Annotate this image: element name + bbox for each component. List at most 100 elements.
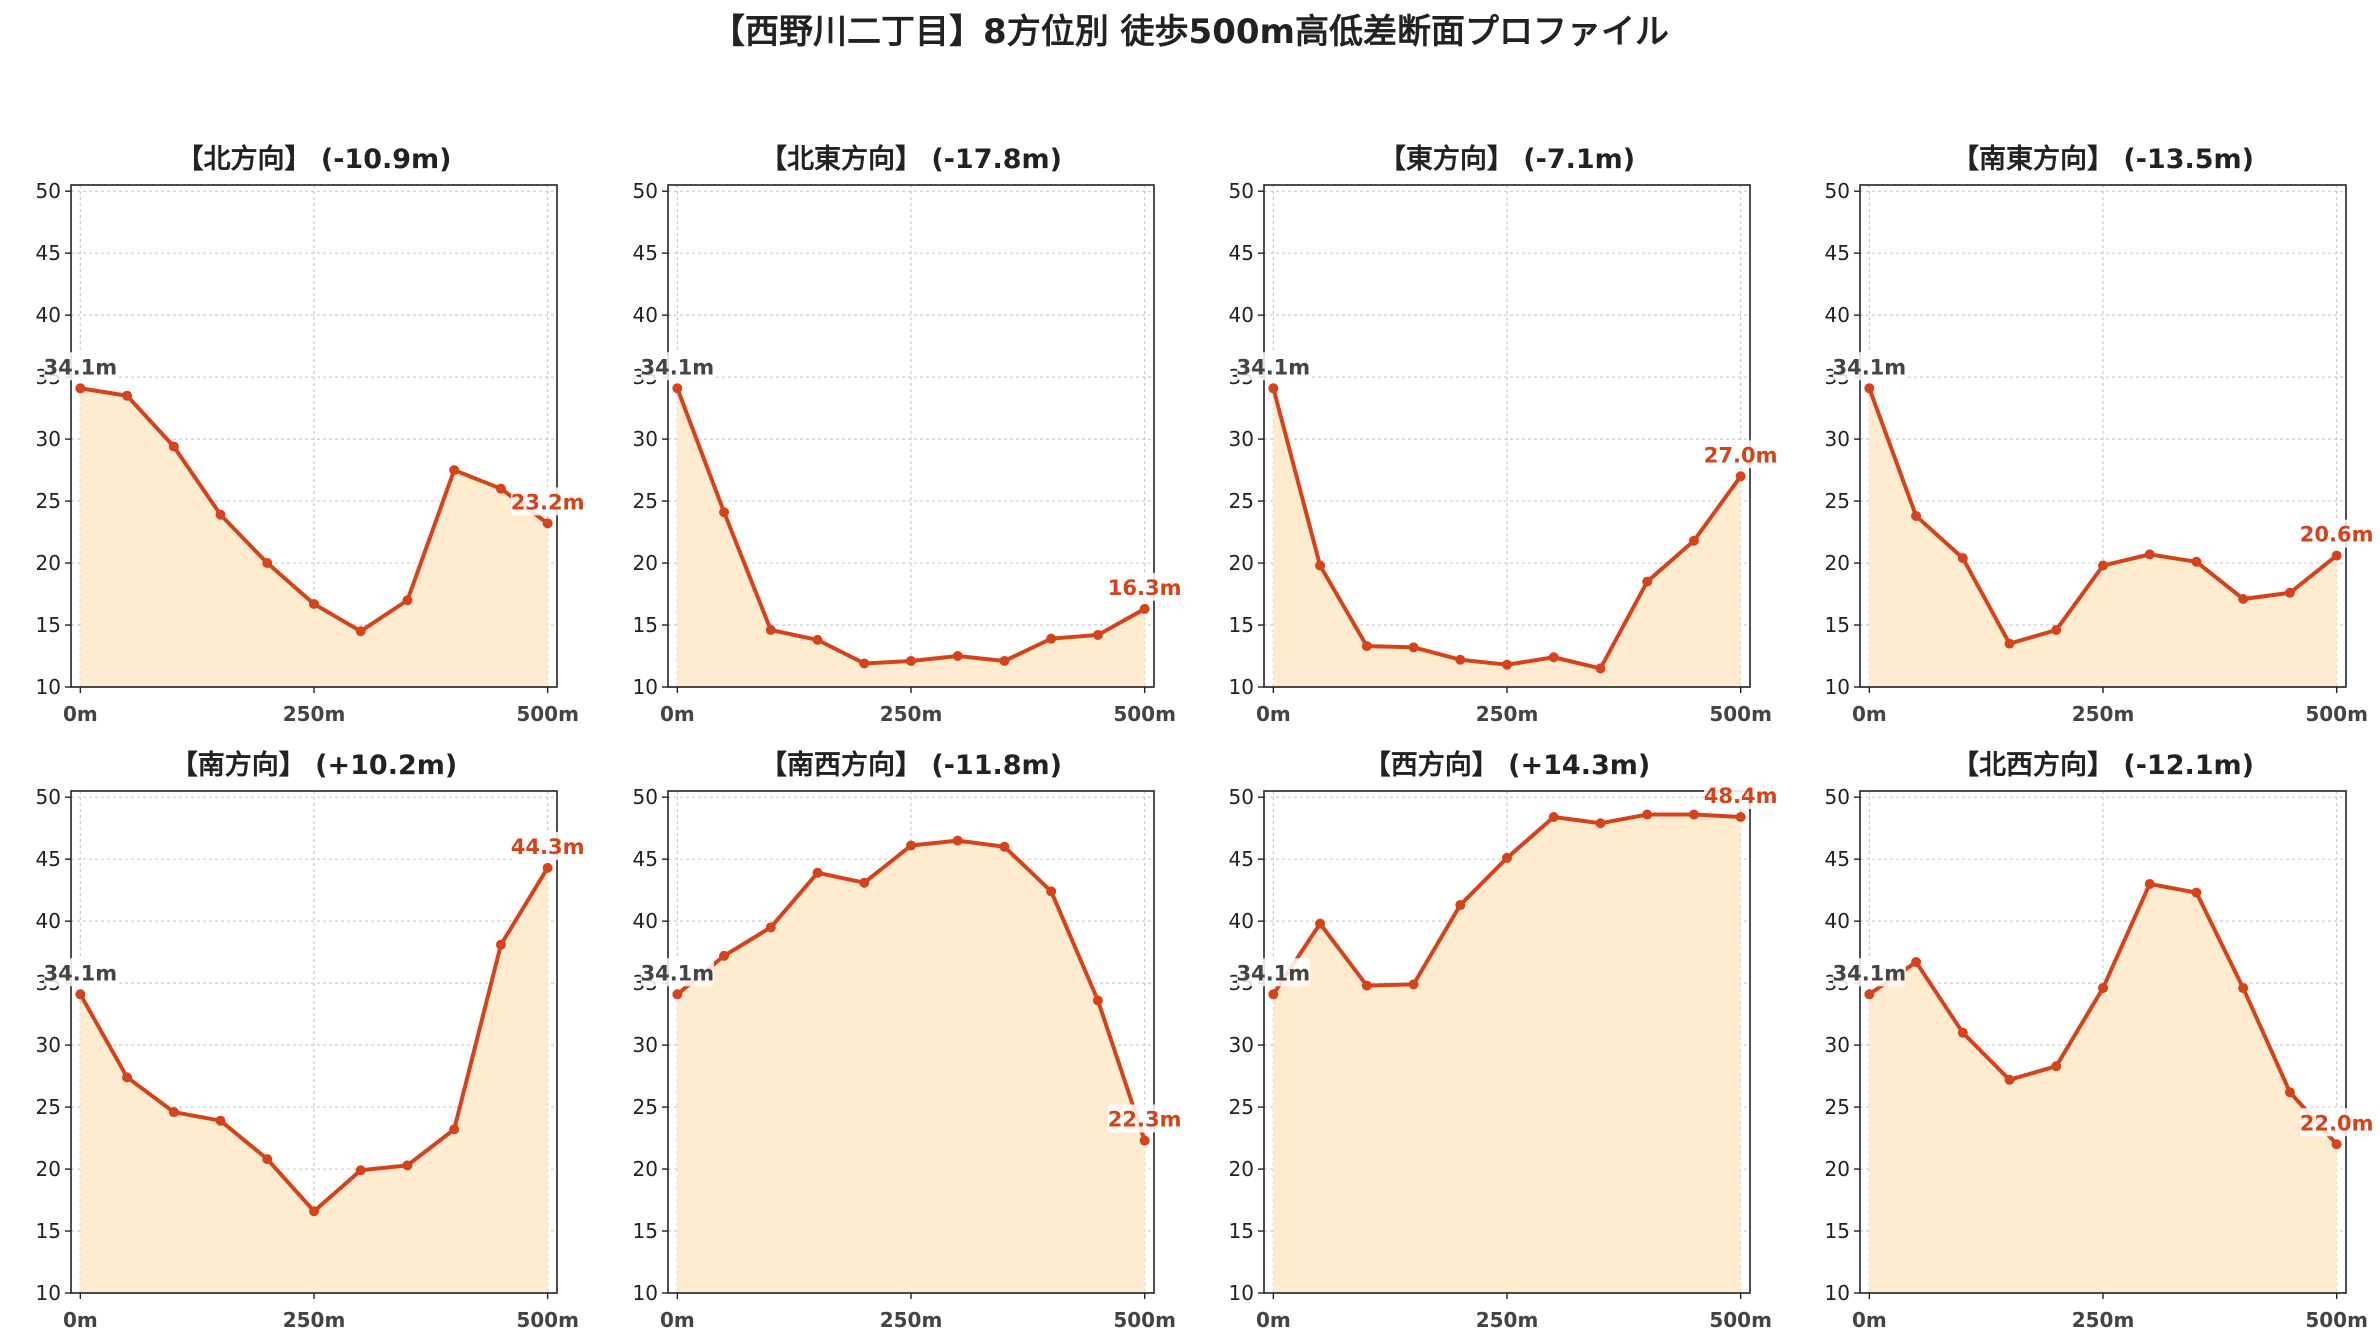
y-tick-label: 50 bbox=[1229, 179, 1254, 203]
start-label-box bbox=[640, 352, 714, 381]
x-tick-label: 0m bbox=[660, 1308, 695, 1332]
y-tick-label: 15 bbox=[36, 1219, 61, 1243]
x-tick-label: 0m bbox=[63, 1308, 98, 1332]
y-tick-label: 25 bbox=[633, 489, 658, 513]
x-tick-label: 500m bbox=[516, 1308, 579, 1332]
x-tick-label: 250m bbox=[283, 1308, 346, 1332]
y-tick-label: 30 bbox=[1229, 1033, 1254, 1057]
data-point bbox=[1642, 809, 1653, 820]
end-label-text: 23.2m bbox=[511, 490, 585, 514]
y-tick-label: 25 bbox=[633, 1095, 658, 1119]
y-tick-label: 20 bbox=[36, 1157, 61, 1181]
data-point bbox=[1548, 812, 1559, 823]
start-label-box bbox=[1832, 352, 1906, 381]
y-tick-label: 20 bbox=[1825, 551, 1850, 575]
x-tick-label: 0m bbox=[1852, 1308, 1887, 1332]
start-label-text: 34.1m bbox=[43, 355, 117, 379]
y-tick-label: 10 bbox=[633, 675, 658, 699]
end-label-text: 27.0m bbox=[1704, 443, 1778, 467]
end-label: 44.3m bbox=[511, 831, 585, 860]
y-tick-label: 40 bbox=[633, 909, 658, 933]
data-point bbox=[1688, 809, 1699, 820]
data-point bbox=[1408, 642, 1419, 653]
chart-panel-0: 【北方向】 (-10.9m)1015202530354045500m250m50… bbox=[36, 143, 585, 726]
start-label: 34.1m bbox=[1236, 352, 1310, 381]
data-point bbox=[2144, 878, 2155, 889]
y-tick-label: 50 bbox=[36, 785, 61, 809]
y-tick-label: 25 bbox=[1229, 489, 1254, 513]
panel-title: 【東方向】 (-7.1m) bbox=[1379, 143, 1635, 175]
y-tick-label: 45 bbox=[1229, 241, 1254, 265]
start-label-text: 34.1m bbox=[43, 961, 117, 985]
start-label-box bbox=[1236, 958, 1310, 987]
data-point bbox=[906, 655, 916, 666]
y-tick-label: 40 bbox=[633, 303, 658, 327]
y-tick-label: 50 bbox=[633, 179, 658, 203]
x-tick-label: 500m bbox=[1113, 1308, 1176, 1332]
data-point bbox=[355, 1165, 366, 1176]
data-point bbox=[1139, 1135, 1150, 1146]
area-fill bbox=[677, 840, 1145, 1293]
y-tick-label: 15 bbox=[1229, 613, 1254, 637]
x-tick-label: 250m bbox=[1476, 702, 1539, 726]
y-tick-label: 15 bbox=[1825, 1219, 1850, 1243]
y-tick-label: 45 bbox=[1825, 241, 1850, 265]
end-label: 27.0m bbox=[1704, 440, 1778, 469]
y-tick-label: 45 bbox=[633, 241, 658, 265]
data-point bbox=[719, 950, 730, 961]
x-tick-label: 500m bbox=[516, 702, 579, 726]
end-label: 22.0m bbox=[2300, 1108, 2374, 1137]
x-tick-label: 500m bbox=[1113, 702, 1176, 726]
y-tick-label: 10 bbox=[36, 1281, 61, 1305]
y-tick-label: 40 bbox=[1229, 303, 1254, 327]
start-label-box bbox=[43, 352, 117, 381]
y-tick-label: 40 bbox=[36, 909, 61, 933]
data-point bbox=[1957, 553, 1968, 564]
data-point bbox=[355, 626, 366, 637]
y-tick-label: 20 bbox=[1229, 1157, 1254, 1181]
y-tick-label: 25 bbox=[36, 489, 61, 513]
end-label-box bbox=[1704, 781, 1778, 810]
data-point bbox=[672, 383, 683, 394]
data-point bbox=[1315, 560, 1326, 571]
panel-title: 【南方向】 (+10.2m) bbox=[171, 749, 457, 781]
end-label-box bbox=[2300, 519, 2374, 548]
end-label-text: 48.4m bbox=[1704, 784, 1778, 808]
chart-panel-6: 【西方向】 (+14.3m)1015202530354045500m250m50… bbox=[1229, 749, 1778, 1332]
data-point bbox=[812, 634, 823, 645]
data-point bbox=[999, 841, 1010, 852]
data-point bbox=[262, 558, 273, 569]
data-point bbox=[402, 595, 413, 606]
x-tick-label: 500m bbox=[1709, 1308, 1772, 1332]
start-label-box bbox=[1832, 958, 1906, 987]
y-tick-label: 50 bbox=[36, 179, 61, 203]
data-point bbox=[1502, 659, 1512, 670]
data-point bbox=[1957, 1027, 1968, 1038]
start-label-text: 34.1m bbox=[1832, 961, 1906, 985]
data-point bbox=[952, 835, 963, 846]
data-point bbox=[1361, 641, 1372, 652]
data-point bbox=[542, 518, 553, 529]
data-point bbox=[1502, 852, 1512, 863]
data-point bbox=[262, 1154, 273, 1165]
y-tick-label: 45 bbox=[36, 847, 61, 871]
end-label: 48.4m bbox=[1704, 781, 1778, 810]
start-label: 34.1m bbox=[640, 352, 714, 381]
start-label: 34.1m bbox=[1236, 958, 1310, 987]
data-point bbox=[1455, 900, 1466, 911]
y-tick-label: 50 bbox=[633, 785, 658, 809]
data-point bbox=[2004, 638, 2015, 649]
y-tick-label: 15 bbox=[633, 613, 658, 637]
y-tick-label: 45 bbox=[633, 847, 658, 871]
data-point bbox=[449, 465, 460, 476]
data-point bbox=[999, 655, 1010, 666]
start-label-text: 34.1m bbox=[640, 961, 714, 985]
data-point bbox=[2051, 624, 2062, 635]
data-point bbox=[2331, 550, 2342, 561]
figure-title: 【西野川二丁目】8方位別 徒歩500m高低差断面プロファイル bbox=[711, 12, 1669, 52]
data-point bbox=[1642, 576, 1653, 587]
start-label-text: 34.1m bbox=[1832, 355, 1906, 379]
y-tick-label: 25 bbox=[1825, 489, 1850, 513]
y-tick-label: 40 bbox=[1229, 909, 1254, 933]
